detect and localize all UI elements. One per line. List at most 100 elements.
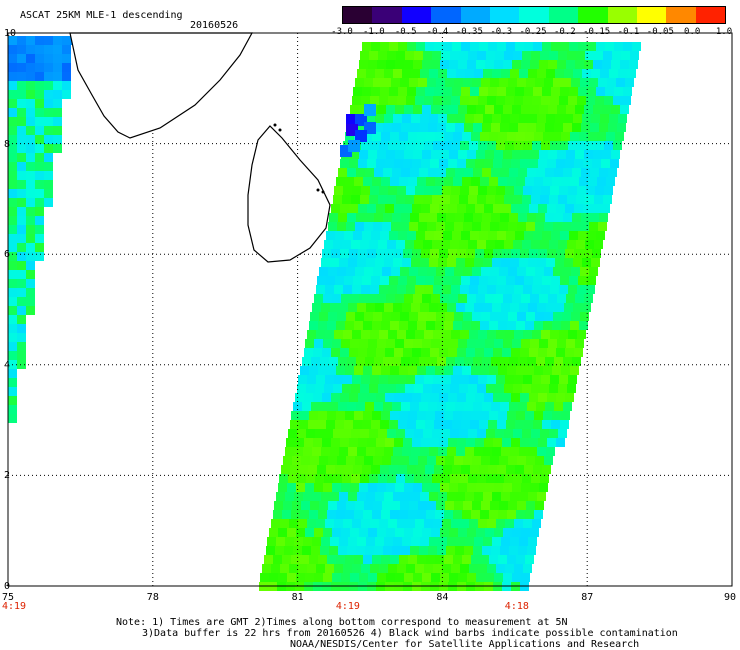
color-scale-label: -0.4 bbox=[426, 27, 449, 37]
swath-cell bbox=[346, 501, 355, 510]
swath-cell bbox=[309, 555, 318, 564]
swath-cell bbox=[542, 87, 551, 96]
swath-cell bbox=[26, 63, 35, 72]
swath-cell bbox=[53, 72, 62, 81]
swath-cell bbox=[474, 492, 483, 501]
swath-cell bbox=[400, 501, 409, 510]
swath-cell bbox=[8, 135, 17, 144]
swath-cell bbox=[458, 150, 467, 159]
swath-cell bbox=[360, 240, 369, 249]
swath-cell bbox=[334, 330, 343, 339]
swath-cell bbox=[309, 321, 318, 330]
swath-cell bbox=[599, 213, 608, 222]
swath-cell bbox=[351, 474, 360, 483]
swath-cell bbox=[344, 420, 353, 429]
swath-cell bbox=[428, 402, 437, 411]
swath-cell bbox=[449, 60, 458, 69]
swath-cell bbox=[514, 564, 523, 573]
swath-cell bbox=[506, 42, 515, 51]
swath-cell bbox=[310, 456, 319, 465]
swath-cell bbox=[485, 150, 494, 159]
swath-cell bbox=[580, 78, 589, 87]
swath-cell bbox=[577, 141, 586, 150]
swath-cell bbox=[286, 438, 295, 447]
swath-cell bbox=[538, 438, 547, 447]
swath-cell bbox=[53, 117, 62, 126]
swath-cell bbox=[350, 339, 359, 348]
swath-cell bbox=[357, 69, 366, 78]
swath-cell bbox=[603, 51, 612, 60]
swath-cell bbox=[483, 258, 492, 267]
swath-cell bbox=[455, 213, 464, 222]
swath-cell bbox=[417, 555, 426, 564]
swath-cell bbox=[479, 465, 488, 474]
swath-cell bbox=[426, 132, 435, 141]
swath-cell bbox=[481, 456, 490, 465]
swath-cell bbox=[523, 141, 532, 150]
swath-cell bbox=[360, 429, 369, 438]
swath-cell bbox=[378, 384, 387, 393]
swath-cell bbox=[451, 285, 460, 294]
swath-cell bbox=[562, 267, 571, 276]
swath-cell bbox=[457, 204, 466, 213]
swath-cell bbox=[594, 195, 603, 204]
swath-cell bbox=[374, 123, 383, 132]
swath-cell bbox=[537, 114, 546, 123]
swath-cell bbox=[354, 321, 363, 330]
swath-cell bbox=[26, 117, 35, 126]
swath-cell bbox=[613, 141, 622, 150]
swath-cell bbox=[580, 312, 589, 321]
swath-cell bbox=[429, 492, 438, 501]
swath-cell bbox=[476, 573, 485, 582]
swath-cell bbox=[471, 132, 480, 141]
swath-cell bbox=[460, 285, 469, 294]
swath-cell bbox=[582, 303, 591, 312]
swath-cell bbox=[522, 195, 531, 204]
swath-cell bbox=[323, 573, 332, 582]
swath-cell bbox=[540, 384, 549, 393]
swath-cell bbox=[538, 159, 547, 168]
swath-cell bbox=[446, 402, 455, 411]
swath-cell bbox=[391, 222, 400, 231]
swath-cell bbox=[542, 42, 551, 51]
swath-cell bbox=[334, 375, 343, 384]
swath-cell bbox=[517, 78, 526, 87]
swath-cell bbox=[17, 234, 26, 243]
swath-cell bbox=[457, 159, 466, 168]
swath-cell bbox=[536, 357, 545, 366]
swath-cell bbox=[550, 330, 559, 339]
swath-cell bbox=[578, 231, 587, 240]
swath-cell bbox=[311, 357, 320, 366]
swath-cell bbox=[479, 87, 488, 96]
swath-cell bbox=[361, 186, 370, 195]
swath-cell bbox=[547, 204, 556, 213]
swath-cell bbox=[309, 366, 318, 375]
swath-cell bbox=[530, 483, 539, 492]
swath-cell bbox=[547, 249, 556, 258]
swath-cell bbox=[521, 60, 530, 69]
swath-cell bbox=[397, 564, 406, 573]
swath-cell bbox=[518, 123, 527, 132]
swath-cell bbox=[455, 123, 464, 132]
swath-cell bbox=[514, 141, 523, 150]
swath-cell bbox=[413, 483, 422, 492]
swath-cell bbox=[547, 348, 556, 357]
swath-cell bbox=[472, 501, 481, 510]
swath-cell bbox=[366, 258, 375, 267]
swath-cell bbox=[389, 465, 398, 474]
swath-cell bbox=[528, 69, 537, 78]
swath-cell bbox=[456, 537, 465, 546]
swath-cell bbox=[399, 321, 408, 330]
swath-cell bbox=[381, 177, 390, 186]
swath-cell bbox=[477, 195, 486, 204]
swath-cell bbox=[314, 528, 323, 537]
swath-cell bbox=[424, 330, 433, 339]
swath-cell bbox=[359, 105, 368, 114]
swath-cell bbox=[413, 528, 422, 537]
swath-cell bbox=[577, 285, 586, 294]
swath-cell bbox=[417, 132, 426, 141]
swath-cell bbox=[334, 285, 343, 294]
swath-cell bbox=[480, 132, 489, 141]
swath-cell bbox=[481, 222, 490, 231]
swath-cell bbox=[394, 159, 403, 168]
